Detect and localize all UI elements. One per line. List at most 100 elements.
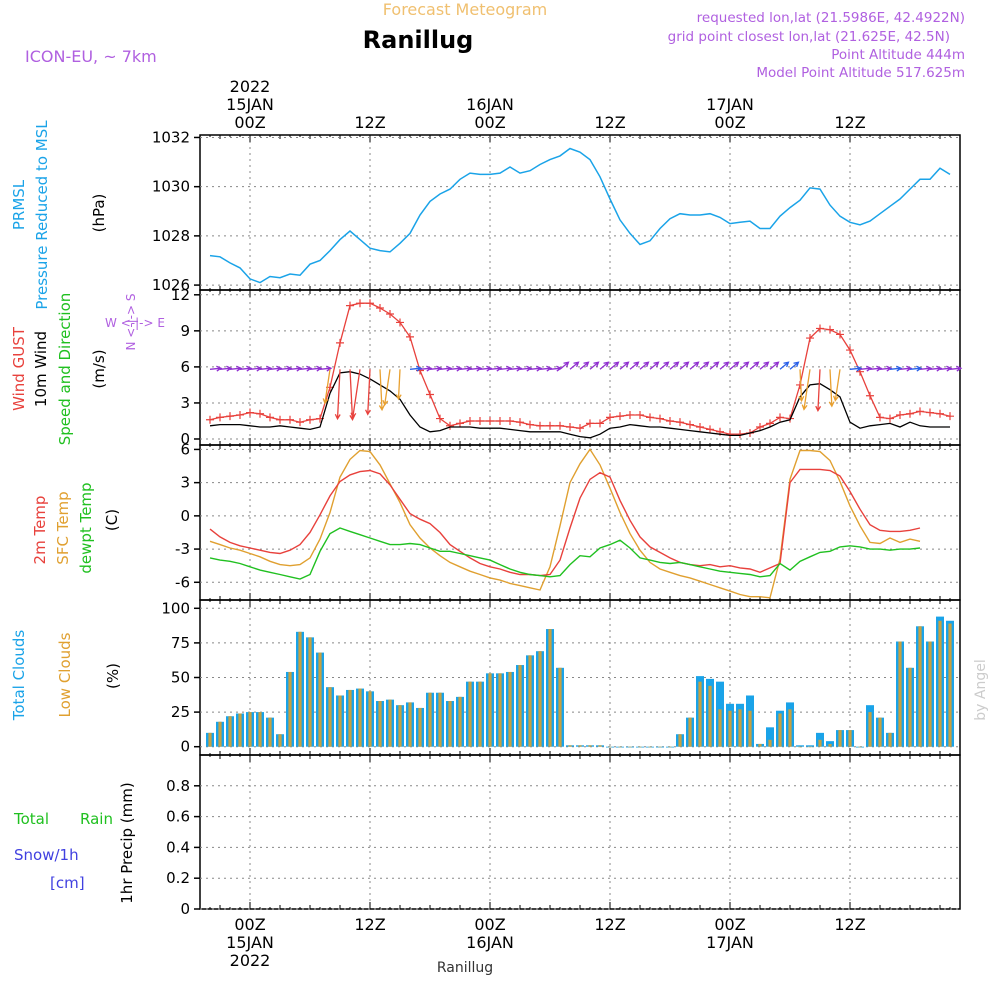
wind-direction-arrow bbox=[322, 369, 331, 405]
top-day-label: 15JAN bbox=[226, 95, 274, 114]
gust-marker bbox=[386, 310, 394, 319]
gust-marker bbox=[246, 408, 254, 417]
low-cloud-bar bbox=[548, 629, 552, 747]
wind-direction-arrow bbox=[939, 365, 953, 372]
low-cloud-bar bbox=[588, 745, 592, 747]
low-cloud-bar bbox=[708, 685, 712, 747]
low-cloud-bar bbox=[418, 707, 422, 747]
low-cloud-bar bbox=[738, 709, 742, 747]
low-cloud-bar bbox=[278, 734, 282, 747]
temp-2m-line bbox=[209, 468, 921, 577]
wind-direction-arrow bbox=[209, 365, 223, 372]
wind-direction-arrow bbox=[919, 365, 933, 372]
wind-direction-arrow bbox=[334, 369, 341, 421]
bottom-year-label: 2022 bbox=[230, 951, 271, 970]
gust-marker bbox=[436, 414, 444, 423]
low-cloud-bar bbox=[438, 692, 442, 747]
wind-direction-arrow bbox=[929, 365, 943, 372]
temp-unit: (C) bbox=[103, 509, 121, 531]
wind-direction-arrow bbox=[489, 365, 503, 372]
gust-marker bbox=[526, 420, 534, 429]
clouds-ytick-label: 25 bbox=[171, 703, 190, 721]
temperature-ytick-label: -3 bbox=[175, 540, 190, 558]
bottom-hour-label: 00Z bbox=[474, 915, 505, 934]
wind-direction-arrow bbox=[629, 361, 640, 370]
low-cloud-bar bbox=[558, 667, 562, 747]
wind-direction-arrow bbox=[749, 361, 760, 370]
low-cloud-bar bbox=[308, 637, 312, 747]
total-clouds-label: Total Clouds bbox=[10, 630, 28, 722]
top-day-label: 17JAN bbox=[706, 95, 754, 114]
pressure-frame bbox=[199, 134, 961, 291]
gust-marker bbox=[826, 325, 834, 334]
top-hour-label: 12Z bbox=[834, 113, 865, 132]
wind-frame bbox=[199, 289, 961, 446]
wind-direction-arrow bbox=[815, 369, 822, 413]
low-cloud-bar bbox=[398, 705, 402, 747]
wind-direction-arrow bbox=[949, 365, 963, 372]
low-cloud-bar bbox=[628, 746, 632, 748]
wind-direction-arrow bbox=[319, 365, 333, 372]
pressure-ytick-label: 1028 bbox=[152, 227, 190, 245]
gust-marker bbox=[496, 416, 504, 425]
wind-direction-arrow bbox=[519, 365, 533, 372]
wind-ytick-label: 0 bbox=[180, 430, 190, 448]
gust-marker bbox=[486, 416, 494, 425]
wind-ytick-label: 12 bbox=[171, 286, 190, 304]
total-cloud-bar bbox=[816, 732, 824, 747]
wind-direction-arrow bbox=[579, 361, 590, 370]
wind-direction-arrow bbox=[350, 369, 361, 419]
wind-direction-arrow bbox=[529, 365, 543, 372]
wind-direction-arrow bbox=[709, 361, 720, 370]
wind-direction-arrow bbox=[849, 365, 863, 372]
gust-marker bbox=[426, 390, 434, 399]
low-cloud-bar bbox=[478, 681, 482, 747]
gust-marker bbox=[596, 419, 604, 428]
wind-direction-arrow bbox=[299, 365, 313, 372]
gust-marker bbox=[286, 415, 294, 424]
low-cloud-bar bbox=[798, 746, 802, 748]
wind-direction-arrow bbox=[499, 365, 513, 372]
low-cloud-bar bbox=[858, 746, 862, 748]
gust-marker bbox=[926, 408, 934, 417]
clouds-ytick-label: 50 bbox=[171, 669, 190, 687]
gust-marker bbox=[456, 419, 464, 428]
wind-direction-arrow bbox=[459, 365, 473, 372]
low-cloud-bar bbox=[428, 692, 432, 747]
gust-marker bbox=[206, 415, 214, 424]
gust-marker bbox=[916, 407, 924, 416]
gust-marker bbox=[706, 425, 714, 434]
clouds-ytick-label: 0 bbox=[180, 738, 190, 756]
low-cloud-bar bbox=[638, 746, 642, 748]
temperature-ytick-label: 0 bbox=[180, 507, 190, 525]
wind-direction-arrow bbox=[309, 365, 323, 372]
compass-north-south: N <-|-> S bbox=[124, 293, 138, 350]
total-cloud-bar bbox=[796, 745, 804, 747]
temperature-ytick-label: -6 bbox=[175, 573, 190, 591]
bottom-day-label: 17JAN bbox=[706, 933, 754, 952]
low-cloud-bar bbox=[938, 620, 942, 747]
wind-direction-arrow bbox=[639, 361, 650, 370]
low-cloud-bar bbox=[718, 709, 722, 747]
gust-marker bbox=[816, 324, 824, 333]
gust-marker bbox=[696, 422, 704, 431]
wind-direction-arrow bbox=[649, 361, 660, 370]
gust-marker bbox=[906, 409, 914, 418]
pressure-line bbox=[209, 147, 951, 284]
gust-marker bbox=[366, 299, 374, 308]
location-title: Ranillug bbox=[363, 26, 474, 54]
rain-label-rain: Rain bbox=[80, 810, 113, 828]
gust-marker bbox=[636, 410, 644, 419]
low-cloud-bar bbox=[728, 710, 732, 747]
wind-direction-arrow bbox=[909, 365, 923, 372]
wind-direction-arrow bbox=[869, 365, 883, 372]
gust-marker bbox=[566, 422, 574, 431]
wind-direction-arrow bbox=[899, 365, 913, 372]
gust-marker bbox=[656, 414, 664, 423]
low-clouds-label: Low Clouds bbox=[56, 632, 74, 717]
wind-direction-arrow bbox=[609, 361, 620, 370]
gust-marker bbox=[256, 409, 264, 418]
sfc-temp-line bbox=[209, 448, 921, 599]
low-cloud-bar bbox=[518, 665, 522, 747]
gust-marker bbox=[576, 424, 584, 433]
